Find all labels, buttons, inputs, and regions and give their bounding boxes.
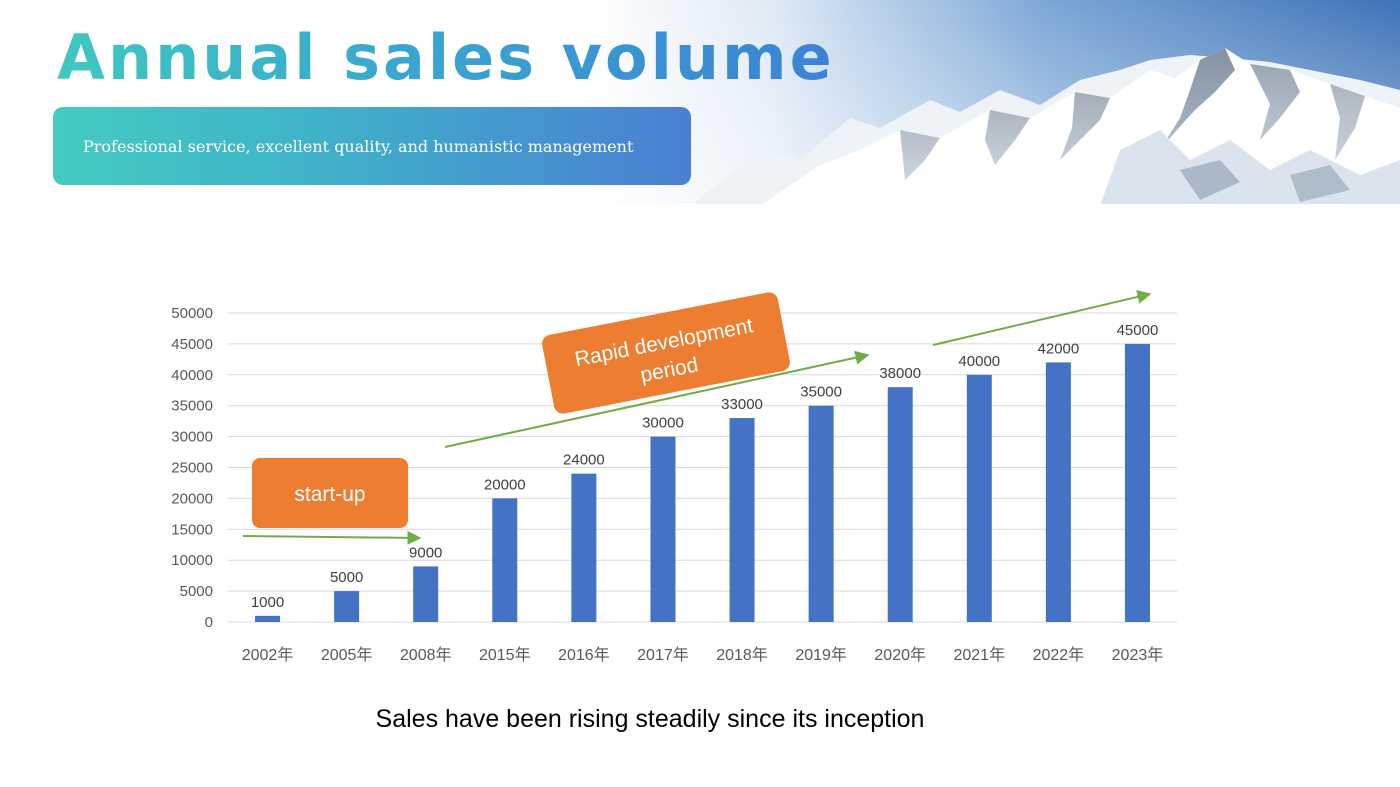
data-label: 1000 [251, 594, 284, 611]
bar [413, 566, 439, 622]
x-tick-label: 2020年 [874, 646, 926, 664]
y-tick-label: 40000 [171, 367, 213, 384]
data-label: 35000 [800, 384, 842, 401]
y-tick-label: 30000 [171, 429, 213, 446]
growth-arrow-1 [444, 350, 870, 448]
x-tick-label: 2015年 [479, 646, 531, 664]
bar [808, 405, 834, 622]
x-tick-label: 2005年 [321, 646, 373, 664]
data-label: 40000 [958, 353, 1000, 370]
x-tick-label: 2002年 [242, 646, 294, 664]
data-label: 9000 [409, 544, 442, 561]
bar [334, 591, 360, 622]
data-label: 38000 [879, 365, 921, 382]
bar-layer [255, 343, 1150, 622]
y-tick-label: 5000 [180, 583, 213, 600]
data-label: 33000 [721, 396, 763, 413]
x-tick-label: 2021年 [953, 646, 1005, 664]
y-axis-ticks: 0 5000 10000 15000 20000 25000 30000 35000 40000… [171, 305, 213, 631]
data-label: 5000 [330, 569, 363, 586]
x-tick-label: 2022年 [1033, 646, 1085, 664]
rapid-development-callout [542, 292, 790, 414]
y-tick-label: 15000 [171, 521, 213, 538]
annotation-layer: start-up Rapid development period [242, 290, 1152, 545]
startup-callout [252, 458, 408, 528]
x-tick-label: 2019年 [795, 646, 847, 664]
data-label: 24000 [563, 452, 605, 469]
chart-caption: Sales have been rising steadily since it… [375, 705, 925, 733]
y-tick-label: 50000 [171, 305, 213, 322]
bar [887, 387, 913, 622]
page-title: Annual sales volume [57, 18, 835, 98]
data-label: 30000 [642, 415, 684, 432]
y-tick-label: 20000 [171, 490, 213, 507]
y-tick-label: 35000 [171, 398, 213, 415]
mountain-banner [0, 0, 1400, 206]
x-tick-label: 2017年 [637, 646, 689, 664]
data-label: 45000 [1117, 322, 1159, 339]
label-layer: 1000 5000 9000 20000 24000 30000 33000 35000 380… [251, 322, 1158, 611]
data-label: 20000 [484, 476, 526, 493]
bar [650, 436, 676, 622]
startup-callout-text: start-up [294, 483, 365, 506]
y-tick-label: 0 [205, 614, 213, 631]
y-tick-label: 45000 [171, 336, 213, 353]
x-axis-ticks: 2002年 2005年 2008年 2015年 2016年 2017年 2018年 2019年… [242, 646, 1164, 664]
bar [1124, 343, 1150, 622]
x-tick-label: 2016年 [558, 646, 610, 664]
y-tick-label: 10000 [171, 552, 213, 569]
subtitle-text: Professional service, excellent quality,… [83, 136, 634, 156]
data-label: 42000 [1038, 340, 1080, 357]
bar [255, 615, 281, 622]
subtitle-banner: Professional service, excellent quality,… [53, 107, 691, 185]
bar [966, 374, 992, 622]
x-tick-label: 2008年 [400, 646, 452, 664]
bar [1045, 362, 1071, 622]
x-tick-label: 2023年 [1112, 646, 1164, 664]
startup-arrow [242, 530, 422, 545]
bar [729, 418, 755, 622]
bar [571, 473, 597, 622]
growth-arrow-2 [932, 290, 1152, 346]
bar [492, 498, 518, 622]
x-tick-label: 2018年 [716, 646, 768, 664]
y-tick-label: 25000 [171, 460, 213, 477]
